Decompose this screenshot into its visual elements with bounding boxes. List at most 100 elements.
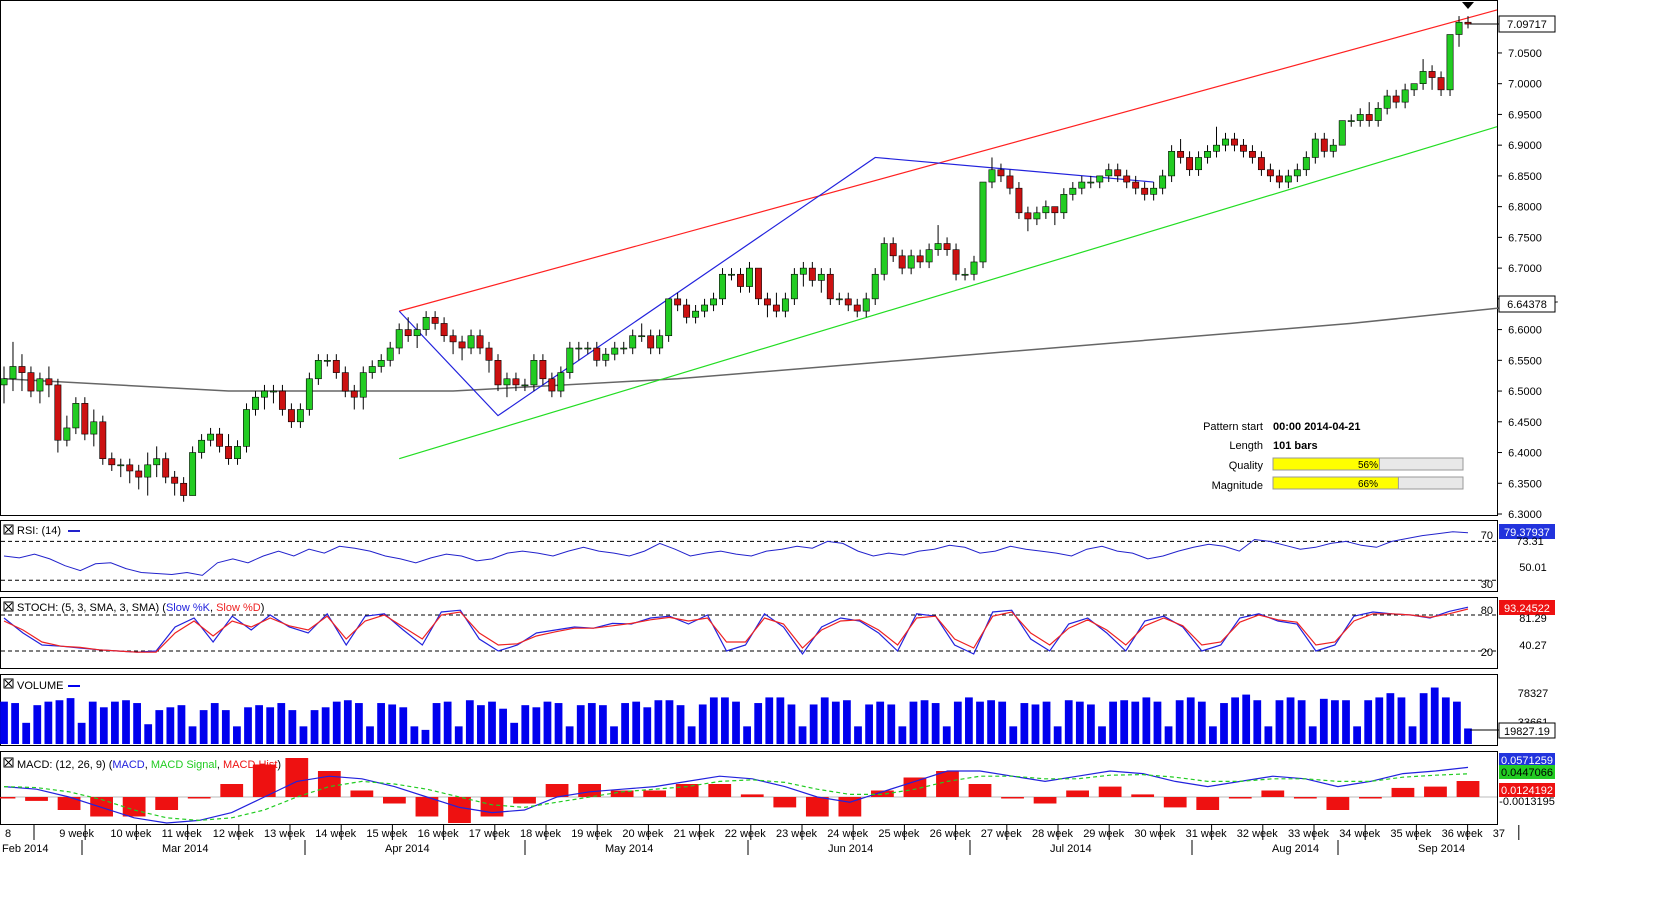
candle-body xyxy=(530,360,538,386)
week-label: 23 week xyxy=(776,828,817,840)
candle-body xyxy=(54,384,62,441)
stoch-d-line xyxy=(3,608,1469,653)
volume-bar xyxy=(1186,697,1195,744)
volume-bar xyxy=(210,703,219,744)
rsi-value-box xyxy=(1499,524,1555,539)
volume-value: 19827.19 xyxy=(1504,726,1550,738)
volume-bar xyxy=(809,704,818,744)
volume-bar xyxy=(676,705,685,744)
volume-bar xyxy=(44,701,53,744)
price-tick-label: 6.3000 xyxy=(1508,509,1542,521)
macd-title-suffix: ) xyxy=(277,759,281,771)
candle-body xyxy=(1042,206,1050,214)
volume-bar xyxy=(33,705,42,744)
candle-body xyxy=(189,452,197,496)
candle-body xyxy=(422,316,430,330)
stoch-tick-2: 40.27 xyxy=(1519,640,1547,652)
volume-bar xyxy=(166,707,175,744)
candle-body xyxy=(979,181,987,263)
stoch-tick-80: 80 xyxy=(1481,605,1493,617)
macd-hist-bar xyxy=(350,790,374,797)
macd-hist-bar xyxy=(220,784,244,797)
week-label: 35 week xyxy=(1390,828,1431,840)
candle-body xyxy=(1069,187,1077,195)
candle-body xyxy=(763,298,771,306)
macd-hist-bar xyxy=(57,797,81,810)
volume-bar xyxy=(332,701,341,744)
volume-bar xyxy=(798,726,807,744)
rsi-value: 79.37937 xyxy=(1504,527,1550,539)
candle-body xyxy=(1231,138,1238,146)
candle-body xyxy=(135,470,143,478)
volume-bar xyxy=(88,701,97,744)
candle-body xyxy=(1428,71,1436,78)
volume-bar xyxy=(343,700,352,744)
candle-body xyxy=(647,335,655,349)
candle-body xyxy=(1302,157,1310,171)
volume-bar xyxy=(831,701,840,744)
price-panel-frame xyxy=(0,0,1498,516)
volume-bar xyxy=(177,705,186,744)
macd-hist-bar xyxy=(1131,794,1155,797)
macd-hist-bar xyxy=(773,797,797,808)
candle-body xyxy=(638,335,646,338)
macd-hist-bar xyxy=(1424,786,1447,797)
candle-body xyxy=(1464,21,1472,25)
volume-bar xyxy=(122,700,130,744)
volume-bar xyxy=(66,698,75,744)
candle-body xyxy=(180,482,188,496)
volume-bar xyxy=(510,722,519,744)
volume-bar xyxy=(521,705,530,744)
candle-body xyxy=(683,304,691,318)
month-label: Aug 2014 xyxy=(1272,843,1319,855)
candle-body xyxy=(323,360,331,362)
candle-body xyxy=(503,378,511,386)
volume-bar xyxy=(1020,703,1029,744)
macd-hist-bar xyxy=(415,797,439,817)
candle-body xyxy=(611,347,619,355)
candle-body xyxy=(1096,175,1104,183)
stoch-value: 93.24522 xyxy=(1504,603,1550,615)
macd-value: 0.0571259 xyxy=(1501,755,1553,767)
ma-value-label: 6.64378 xyxy=(1507,299,1547,311)
volume-bar xyxy=(355,703,363,744)
week-label: 22 week xyxy=(725,828,766,840)
candle-body xyxy=(1141,187,1149,195)
stoch-k-line xyxy=(3,606,1469,656)
volume-toggle-icon xyxy=(4,679,13,688)
candle-body xyxy=(36,378,44,392)
quality-value: 56% xyxy=(1358,460,1378,471)
candle-body xyxy=(862,298,870,312)
candle-body xyxy=(1410,83,1418,91)
week-label: 33 week xyxy=(1288,828,1329,840)
candle-body xyxy=(1374,107,1382,121)
candle-body xyxy=(216,433,224,447)
stoch-tick-20: 20 xyxy=(1481,647,1493,659)
volume-bar xyxy=(399,707,408,744)
macd-hist-bar xyxy=(1196,797,1220,810)
week-label: 17 week xyxy=(469,828,510,840)
volume-bar xyxy=(1408,726,1417,744)
candle-body xyxy=(512,378,520,386)
macd-hist-bar xyxy=(675,784,699,797)
support-trendline xyxy=(399,126,1498,460)
macd-hist-bar xyxy=(1098,786,1122,797)
volume-bar xyxy=(709,697,718,744)
volume-bar xyxy=(1098,726,1106,744)
volume-bar xyxy=(920,700,929,744)
candle-body xyxy=(278,390,286,410)
candle-body xyxy=(575,347,583,350)
price-tick-label: 6.5000 xyxy=(1508,386,1542,398)
volume-bar xyxy=(1441,697,1450,744)
volume-bar xyxy=(199,710,208,744)
macd-hist-bar xyxy=(1163,797,1187,808)
candle-body xyxy=(1365,114,1373,121)
volume-bar xyxy=(998,701,1007,744)
volume-bar xyxy=(321,707,330,744)
volume-bar xyxy=(610,726,618,744)
candle-body xyxy=(755,267,762,300)
week-label: 12 week xyxy=(213,828,254,840)
macd-toggle-icon xyxy=(4,758,13,767)
candle-body xyxy=(458,341,466,349)
month-label: Mar 2014 xyxy=(162,843,208,855)
